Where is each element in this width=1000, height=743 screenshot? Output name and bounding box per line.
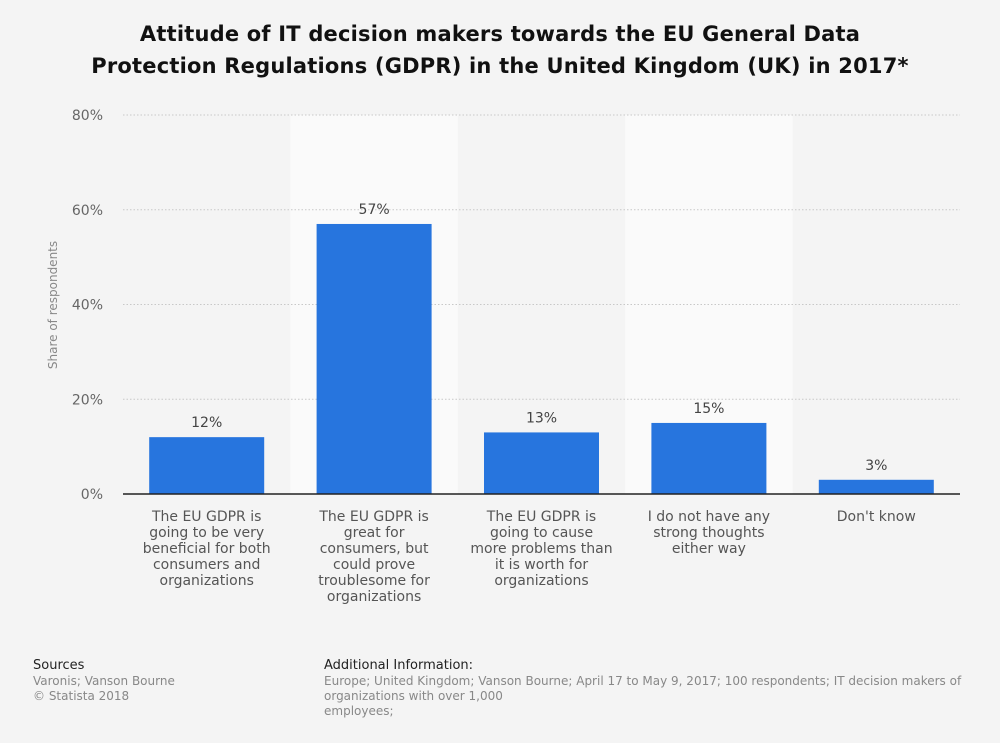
bar-value-label: 3% <box>865 458 887 474</box>
bar <box>316 223 432 494</box>
bar-value-label: 57% <box>359 202 390 218</box>
bar-value-label: 12% <box>191 415 222 431</box>
y-tick-label: 40% <box>72 298 103 314</box>
sources-block: Sources Varonis; Vanson Bourne © Statist… <box>33 658 175 704</box>
additional-info-heading: Additional Information: <box>324 658 474 673</box>
additional-info-text-2: employees; <box>324 704 394 718</box>
y-tick-label: 80% <box>72 108 103 124</box>
copyright-text: © Statista 2018 <box>33 689 130 703</box>
additional-info-block: Additional Information: Europe; United K… <box>324 658 1000 719</box>
y-tick-label: 20% <box>72 392 103 408</box>
x-category-label: The EU GDPR is going to cause more problem… <box>470 509 612 589</box>
bar <box>149 437 265 494</box>
additional-info-text-1: Europe; United Kingdom; Vanson Bourne; A… <box>324 674 962 703</box>
chart-title-line-2: Protection Regulations (GDPR) in the Uni… <box>91 54 909 78</box>
x-category-label: The EU GDPR is great for consumers, but cou… <box>318 509 430 605</box>
bar-value-label: 15% <box>693 401 724 417</box>
sources-text: Varonis; Vanson Bourne <box>33 674 175 688</box>
bar <box>651 422 767 494</box>
y-axis-title: Share of respondents <box>46 241 60 369</box>
x-category-label: Don't know <box>837 509 916 525</box>
bar-value-label: 13% <box>526 410 557 426</box>
y-tick-label: 60% <box>72 203 103 219</box>
x-category-label: I do not have any strong thoughts either w… <box>648 509 770 557</box>
x-category-label: The EU GDPR is going to be very beneficial… <box>143 509 271 589</box>
bar <box>484 432 599 494</box>
chart-title: Attitude of IT decision makers towards t… <box>0 18 1000 82</box>
y-tick-label: 0% <box>81 487 103 503</box>
chart-title-line-1: Attitude of IT decision makers towards t… <box>139 22 861 46</box>
sources-heading: Sources <box>33 658 85 673</box>
bar <box>818 479 934 494</box>
